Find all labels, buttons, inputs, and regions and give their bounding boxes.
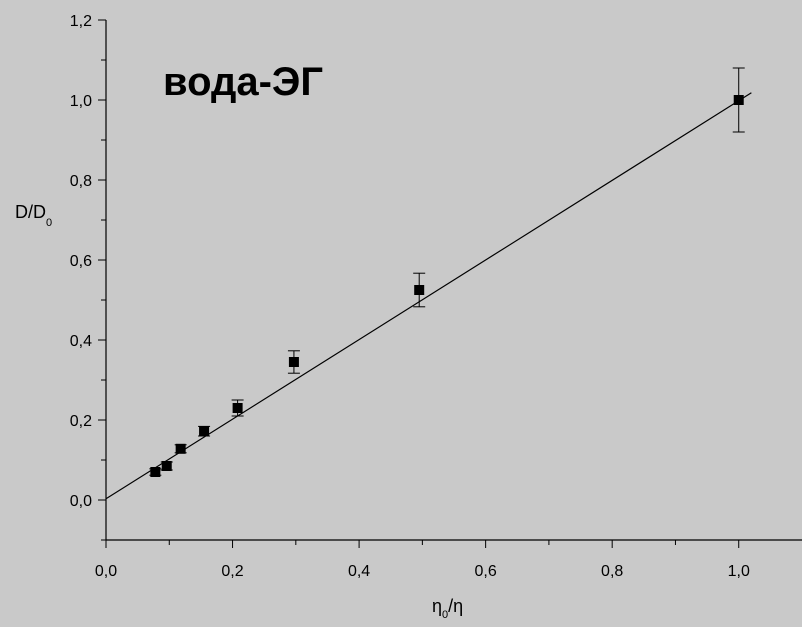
data-point bbox=[232, 403, 243, 413]
y-tick-label: 0,2 bbox=[70, 413, 92, 430]
y-tick-label: 1,2 bbox=[70, 13, 92, 30]
data-point bbox=[288, 357, 299, 367]
data-points bbox=[149, 67, 745, 477]
x-axis-label: η0/η bbox=[432, 596, 463, 621]
axes bbox=[105, 20, 802, 541]
data-point bbox=[414, 285, 425, 295]
data-point bbox=[199, 426, 210, 437]
data-point bbox=[150, 467, 161, 477]
x-tick-label: 0,4 bbox=[348, 563, 370, 580]
y-tick-label: 1,0 bbox=[70, 93, 92, 110]
data-point bbox=[175, 443, 186, 454]
x-tick-label: 0,0 bbox=[95, 563, 117, 580]
x-tick-label: 1,0 bbox=[728, 563, 750, 580]
fit-line-group bbox=[105, 92, 752, 500]
x-axis-label-sub: 0 bbox=[442, 609, 448, 621]
ticks: 0,0 0,2 0,4 0,6 0,8 1,0 0,0 0,2 0,4 0,6 0,8 1,0 1,2 bbox=[70, 13, 750, 580]
x-tick-label: 0,6 bbox=[475, 563, 497, 580]
data-point bbox=[733, 95, 744, 105]
x-axis-label-main: η bbox=[432, 596, 442, 616]
y-tick-label: 0,6 bbox=[70, 253, 92, 270]
x-tick-label: 0,8 bbox=[601, 563, 623, 580]
y-axis-label-main: D/D bbox=[15, 202, 46, 222]
data-point bbox=[161, 461, 172, 471]
fit-line bbox=[105, 92, 752, 500]
y-tick-label: 0,0 bbox=[70, 493, 92, 510]
y-tick-label: 0,8 bbox=[70, 173, 92, 190]
x-tick-label: 0,2 bbox=[221, 563, 243, 580]
chart-title: вода-ЭГ bbox=[163, 60, 323, 104]
y-axis-label-sub: 0 bbox=[46, 217, 52, 229]
x-axis-label-rest: /η bbox=[448, 596, 463, 616]
y-tick-label: 0,4 bbox=[70, 333, 92, 350]
y-axis-label: D/D0 bbox=[15, 202, 52, 229]
